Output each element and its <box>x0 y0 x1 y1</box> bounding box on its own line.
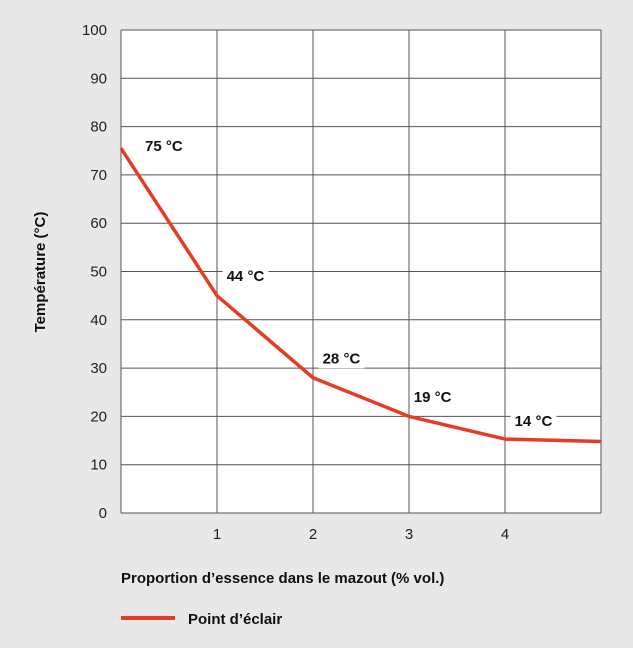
grid <box>120 29 602 514</box>
x-tick-label: 2 <box>309 526 317 543</box>
x-tick-label: 3 <box>405 526 413 543</box>
data-label: 19 °C <box>409 387 456 407</box>
data-label-text: 28 °C <box>323 350 361 367</box>
data-label: 75 °C <box>141 136 187 156</box>
y-tick-label: 40 <box>90 312 107 329</box>
data-label: 44 °C <box>222 267 269 287</box>
data-label: 28 °C <box>318 349 365 369</box>
data-label-background <box>510 412 557 432</box>
data-labels: 75 °C 44 °C 28 °C 19 °C 14 °C <box>141 136 557 432</box>
data-label-text: 75 °C <box>145 138 183 155</box>
y-tick-label: 60 <box>90 215 107 232</box>
data-label-background <box>409 387 456 407</box>
legend: Point d’éclair <box>121 611 282 628</box>
y-tick-label: 10 <box>90 457 107 474</box>
series-line <box>119 147 602 444</box>
data-label-background <box>222 267 269 287</box>
data-label-text: 14 °C <box>515 413 553 430</box>
y-tick-label: 50 <box>90 264 107 281</box>
y-tick-label: 70 <box>90 167 107 184</box>
y-tick-label: 100 <box>82 22 107 39</box>
data-label-text: 44 °C <box>227 268 265 285</box>
data-label-text: 19 °C <box>414 389 452 406</box>
y-tick-label: 90 <box>90 70 107 87</box>
y-tick-label: 30 <box>90 360 107 377</box>
x-tick-label: 4 <box>501 526 509 543</box>
x-axis-label: Proportion d’essence dans le mazout (% v… <box>121 570 444 587</box>
data-label: 14 °C <box>510 412 557 432</box>
legend-label: Point d’éclair <box>188 611 282 628</box>
y-axis-label: Température (°C) <box>32 212 49 333</box>
series <box>119 147 602 444</box>
x-tick-label: 1 <box>213 526 221 543</box>
data-label-background <box>318 349 365 369</box>
y-tick-label: 20 <box>90 408 107 425</box>
data-label-background <box>141 136 187 156</box>
y-tick-label: 0 <box>99 505 107 522</box>
tick-labels: 0 10 20 30 40 50 60 70 80 90 100 1 2 3 4 <box>82 22 509 543</box>
y-tick-label: 80 <box>90 119 107 136</box>
